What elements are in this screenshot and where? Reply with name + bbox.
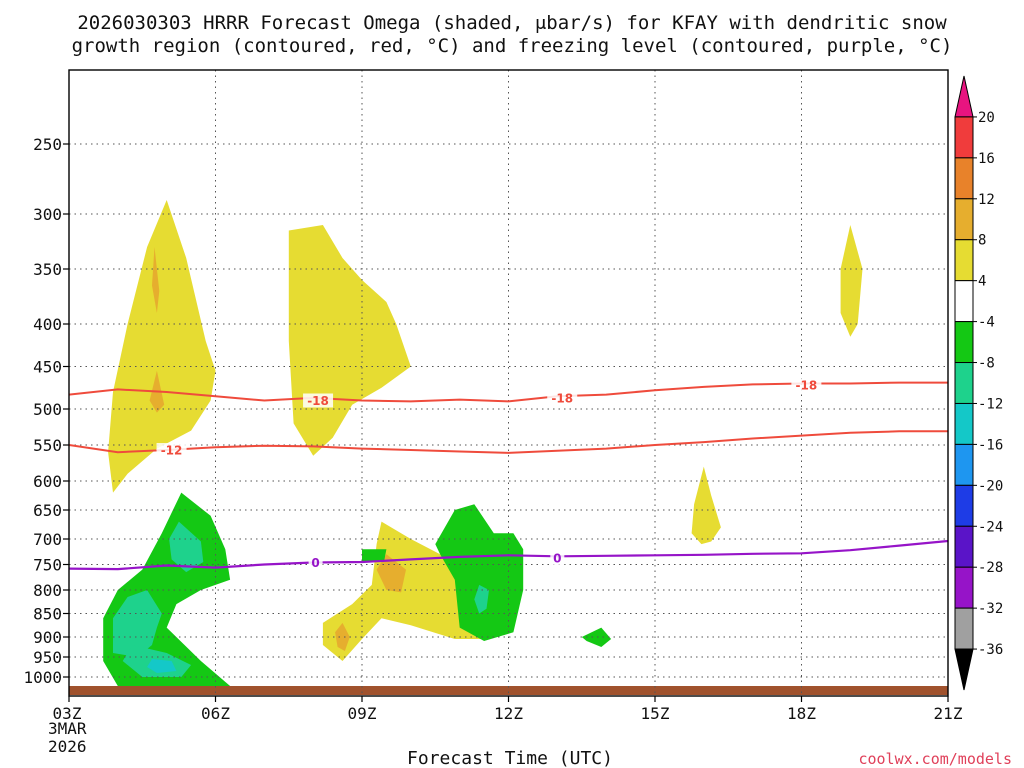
- colorbar-bin-6: [954, 321, 974, 364]
- omega-core-low-left-4: [147, 659, 177, 673]
- freezing-level-contour: [69, 539, 948, 571]
- y-tick-label-500: 500: [33, 400, 62, 419]
- omega-region-small-b: [581, 627, 612, 647]
- x-tick-label-09Z: 09Z: [348, 704, 377, 723]
- colorbar-bin-2: [954, 157, 974, 200]
- x-tick-label-06Z: 06Z: [201, 704, 230, 723]
- contour-lines: -18 -18 -18 -12 0 0: [69, 378, 948, 571]
- y-tick-label-400: 400: [33, 315, 62, 334]
- freezing-level-contour-label-bg-1: [550, 550, 565, 565]
- chart-title-line-1: 2026030303 HRRR Forecast Omega (shaded, …: [77, 12, 947, 34]
- date-line-1: 3MAR: [48, 719, 87, 738]
- x-tick-label-15Z: 15Z: [641, 704, 670, 723]
- omega-region-thin-13z: [691, 466, 721, 545]
- x-axis-label: Forecast Time (UTC): [407, 748, 613, 768]
- y-tick-label-450: 450: [33, 358, 62, 377]
- time-axis: 03Z 06Z 09Z 12Z 15Z 18Z 21Z: [53, 696, 963, 723]
- colorbar-bin-10: [954, 484, 974, 527]
- omega-core-upper-1: [152, 247, 160, 313]
- y-tick-label-550: 550: [33, 436, 62, 455]
- y-tick-label-600: 600: [33, 472, 62, 491]
- freezing-level-contour-label-1: 0: [553, 551, 561, 565]
- colorbar-bin-9: [954, 443, 974, 486]
- colorbar-tick-label-0: 20: [978, 110, 995, 126]
- colorbar-bin-3: [954, 198, 974, 241]
- minus-18-contour-label-bg-0: [303, 393, 334, 408]
- colorbar-tick-label-12: -32: [978, 601, 1003, 617]
- colorbar-bin-11: [954, 525, 974, 568]
- omega-core-low-mid-1: [376, 554, 406, 593]
- omega-shading: [103, 200, 863, 686]
- colorbar-tick-label-10: -24: [978, 519, 1003, 535]
- credit-text: coolwx.com/models: [858, 750, 1012, 768]
- omega-region-upper-left: [108, 200, 216, 493]
- y-tick-label-700: 700: [33, 530, 62, 549]
- date-line-2: 2026: [48, 737, 87, 756]
- omega-core-low-left-1: [113, 590, 162, 657]
- x-tick-label-18Z: 18Z: [787, 704, 816, 723]
- colorbar-bin-5: [954, 280, 974, 323]
- freezing-level-contour-label-bg-0: [308, 555, 323, 570]
- y-tick-label-950: 950: [33, 648, 62, 667]
- terrain-strip: [69, 686, 948, 695]
- colorbar-bin-8: [954, 402, 974, 445]
- omega-region-low-mid: [322, 521, 489, 661]
- y-tick-label-900: 900: [33, 628, 62, 647]
- colorbar-bin-14: [954, 648, 974, 691]
- colorbar-tick-label-3: 8: [978, 233, 986, 249]
- x-tick-label-21Z: 21Z: [934, 704, 963, 723]
- omega-core-low-mid-2: [335, 622, 350, 651]
- colorbar-tick-label-4: 4: [978, 274, 986, 290]
- pressure-axis: 250 300 350 400 450 500 550 600 650 700 750 800 850 9…: [23, 135, 69, 687]
- minus-12-contour-label-0: -12: [161, 444, 183, 458]
- colorbar-bin-4: [954, 239, 974, 282]
- colorbar-tick-label-9: -20: [978, 478, 1003, 494]
- y-tick-label-250: 250: [33, 135, 62, 154]
- colorbar: 20 16 12 8 4 -4 -8 -12 -16 -20 -24 -28 -32 -36: [954, 75, 1003, 691]
- minus-18-contour-label-bg-1: [547, 390, 578, 405]
- omega-core-low-left-2: [169, 521, 204, 573]
- colorbar-bin-1: [954, 116, 974, 159]
- omega-region-high-right: [840, 225, 863, 337]
- colorbar-bin-7: [954, 362, 974, 404]
- chart-title-line-2: growth region (contoured, red, °C) and f…: [72, 35, 953, 57]
- omega-region-small-a: [362, 549, 387, 562]
- omega-region-low-right: [435, 504, 524, 641]
- minus-18-contour-label-bg-2: [791, 378, 822, 393]
- colorbar-tick-label-8: -16: [978, 437, 1003, 453]
- y-tick-label-350: 350: [33, 260, 62, 279]
- y-tick-label-750: 750: [33, 556, 62, 575]
- colorbar-tick-label-6: -8: [978, 356, 995, 372]
- grid-lines: [68, 70, 949, 696]
- colorbar-tick-label-13: -36: [978, 642, 1003, 658]
- minus-18-contour-label-1: -18: [551, 391, 573, 405]
- colorbar-tick-label-5: -4: [978, 315, 995, 331]
- minus-18-contour-label-2: -18: [796, 379, 818, 393]
- freezing-level-contour-label-0: 0: [311, 556, 319, 570]
- minus-12-contour-label-bg-0: [156, 443, 187, 458]
- y-tick-label-1000: 1000: [23, 668, 62, 687]
- omega-core-low-right: [474, 584, 489, 614]
- minus-18-contour-label-0: -18: [307, 394, 329, 408]
- x-tick-label-12Z: 12Z: [494, 704, 523, 723]
- y-tick-label-650: 650: [33, 501, 62, 520]
- colorbar-tick-label-1: 16: [978, 151, 995, 167]
- colorbar-tick-label-11: -28: [978, 560, 1003, 576]
- colorbar-tick-label-7: -12: [978, 396, 1003, 412]
- colorbar-bin-12: [954, 566, 974, 609]
- y-tick-label-800: 800: [33, 581, 62, 600]
- colorbar-bin-13: [954, 607, 974, 650]
- colorbar-tick-label-2: 12: [978, 192, 995, 208]
- y-tick-label-850: 850: [33, 605, 62, 624]
- y-tick-label-300: 300: [33, 205, 62, 224]
- x-tick-label-03Z: 03Z: [53, 704, 82, 723]
- minus-12-contour: [69, 430, 948, 454]
